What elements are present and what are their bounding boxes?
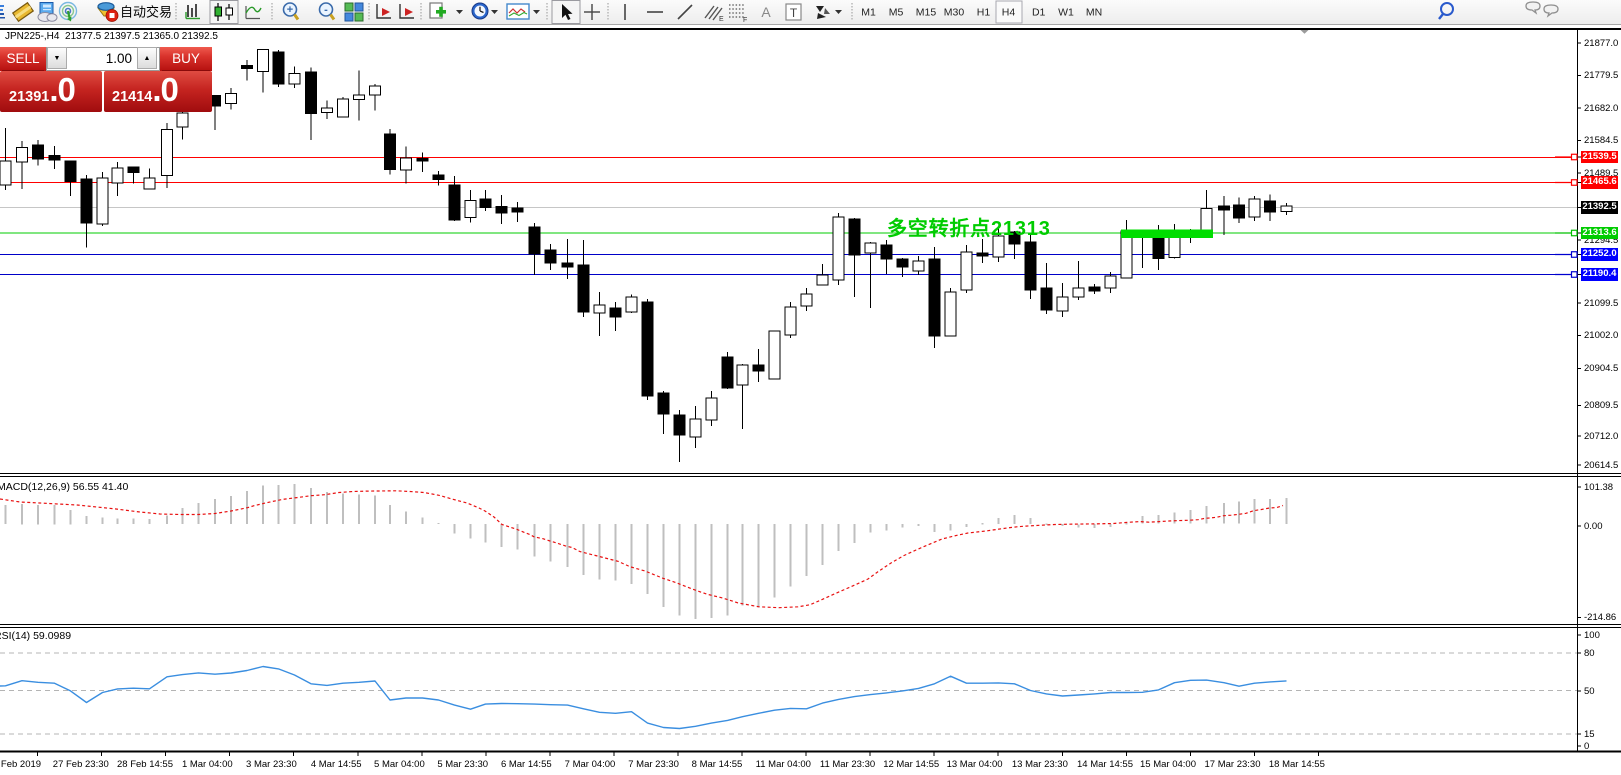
svg-text:T: T <box>790 6 798 20</box>
svg-text:M5: M5 <box>889 7 904 19</box>
svg-text:M1: M1 <box>861 7 876 19</box>
svg-text:M30: M30 <box>944 7 965 19</box>
svg-text:D1: D1 <box>1032 7 1046 19</box>
svg-text:MN: MN <box>1086 7 1102 19</box>
svg-text:自动交易: 自动交易 <box>120 5 172 20</box>
svg-text:F: F <box>743 17 747 24</box>
svg-text:H4: H4 <box>1002 7 1016 19</box>
svg-text:H1: H1 <box>977 7 991 19</box>
svg-text:-: - <box>324 4 328 16</box>
svg-text:W1: W1 <box>1058 7 1074 19</box>
svg-text:M15: M15 <box>916 7 937 19</box>
svg-text:A: A <box>761 4 771 20</box>
svg-text:+: + <box>287 4 293 16</box>
svg-text:E: E <box>719 16 724 23</box>
